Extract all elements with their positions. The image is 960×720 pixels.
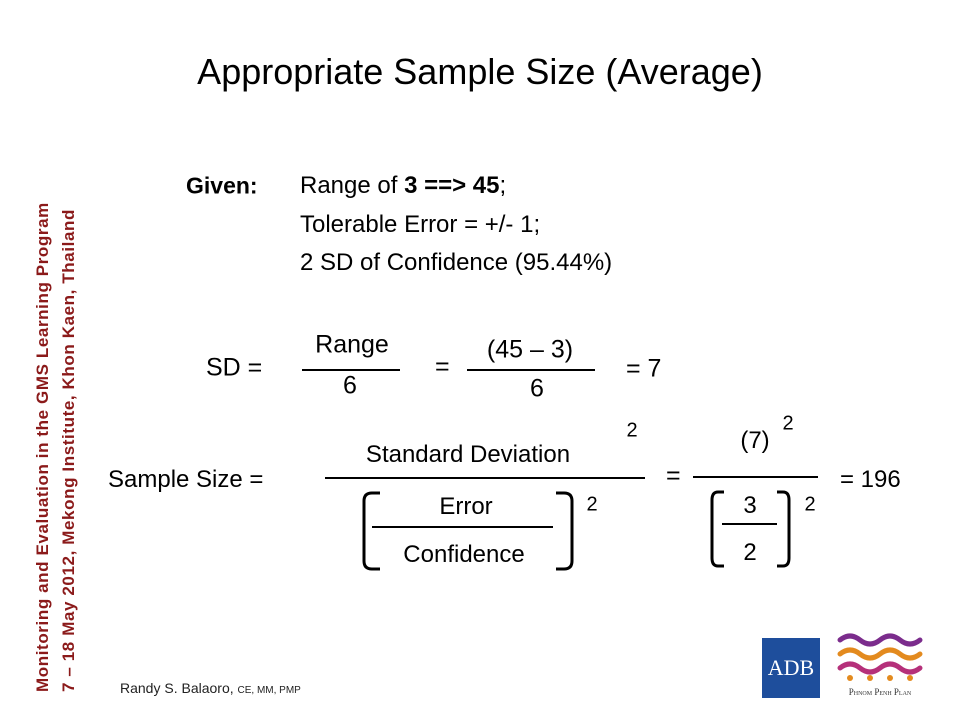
- formula-text: 2: [743, 539, 757, 566]
- formula-text: SD =: [206, 353, 263, 382]
- ppp-logo-icon: [837, 633, 923, 681]
- author: Randy S. Balaoro,: [120, 680, 234, 696]
- given-line: Tolerable Error = +/- 1;: [300, 211, 541, 238]
- text: Range of: [300, 172, 405, 199]
- adb-logo: ADB: [762, 638, 820, 698]
- formula-text: Sample Size =: [108, 466, 264, 493]
- fraction-line: [325, 477, 645, 479]
- exponent: 2: [586, 493, 598, 516]
- formula-text: = 7: [626, 354, 662, 383]
- bracket: [710, 490, 724, 568]
- bracket: [362, 491, 380, 571]
- formula-text: (7): [740, 427, 770, 454]
- exponent: 2: [626, 419, 638, 442]
- formula-text: Confidence: [403, 541, 525, 568]
- fraction-line: [372, 526, 553, 528]
- fraction-line: [693, 476, 818, 478]
- fraction-line: [467, 369, 595, 371]
- formula-text: 6: [343, 371, 357, 400]
- formula-text: 6: [530, 374, 544, 403]
- formula-text: 3: [743, 492, 757, 519]
- title: Appropriate Sample Size (Average): [197, 51, 763, 92]
- formula-text: (45 – 3): [486, 335, 574, 364]
- text: ;: [499, 172, 507, 199]
- footer: Randy S. Balaoro, CE, MM, PMP: [120, 680, 301, 696]
- formula-text: =: [435, 352, 450, 381]
- formula-text: Error: [439, 493, 493, 520]
- text: 3 ==> 45: [404, 172, 500, 199]
- fraction-line: [302, 369, 400, 371]
- given-label: Given:: [186, 172, 258, 199]
- formula-text: =: [666, 461, 681, 490]
- bracket: [556, 491, 574, 571]
- exponent: 2: [804, 493, 816, 516]
- given-line: 2 SD of Confidence (95.44%): [300, 249, 613, 276]
- fraction-line: [722, 523, 777, 525]
- given-line: Range of 3 ==> 45;: [300, 172, 506, 200]
- formula-text: Range: [315, 330, 389, 359]
- bracket: [777, 490, 791, 568]
- credentials: CE, MM, PMP: [237, 685, 301, 696]
- ppp-logo-text: Phnom Penh Plan: [848, 687, 912, 697]
- formula-text: = 196: [840, 466, 901, 493]
- formula-text: Standard Deviation: [365, 441, 571, 468]
- exponent: 2: [782, 412, 794, 435]
